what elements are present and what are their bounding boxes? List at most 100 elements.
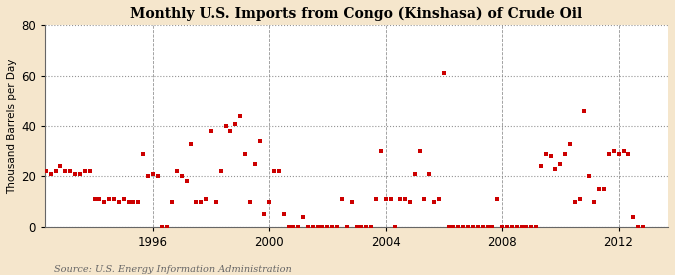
Point xyxy=(40,169,51,174)
Point xyxy=(502,225,512,229)
Point xyxy=(220,124,231,128)
Point xyxy=(240,152,250,156)
Point xyxy=(176,174,187,178)
Point xyxy=(599,187,610,191)
Point xyxy=(269,169,279,174)
Point xyxy=(249,162,260,166)
Point xyxy=(342,225,352,229)
Point xyxy=(94,197,105,201)
Point xyxy=(555,162,566,166)
Point xyxy=(133,199,144,204)
Point xyxy=(99,199,109,204)
Point xyxy=(264,199,275,204)
Point xyxy=(273,169,284,174)
Point xyxy=(360,225,371,229)
Point xyxy=(278,212,289,216)
Point xyxy=(458,225,468,229)
Point xyxy=(628,214,639,219)
Point xyxy=(487,225,498,229)
Point xyxy=(235,114,246,118)
Point xyxy=(118,197,129,201)
Point xyxy=(162,225,173,229)
Point xyxy=(84,169,95,174)
Point xyxy=(254,139,265,143)
Point xyxy=(535,164,546,169)
Point xyxy=(419,197,430,201)
Point xyxy=(322,225,333,229)
Point xyxy=(468,225,479,229)
Point xyxy=(462,225,473,229)
Point xyxy=(448,225,459,229)
Point xyxy=(182,179,192,184)
Point xyxy=(545,154,556,158)
Point xyxy=(89,197,100,201)
Point xyxy=(506,225,517,229)
Point xyxy=(80,169,90,174)
Point xyxy=(371,197,381,201)
Point xyxy=(60,169,71,174)
Point xyxy=(570,199,580,204)
Point xyxy=(414,149,425,153)
Point xyxy=(142,174,153,178)
Point xyxy=(215,169,226,174)
Point xyxy=(579,109,590,113)
Point xyxy=(200,197,211,201)
Point xyxy=(472,225,483,229)
Text: Source: U.S. Energy Information Administration: Source: U.S. Energy Information Administ… xyxy=(54,265,292,274)
Point xyxy=(327,225,338,229)
Point xyxy=(351,225,362,229)
Point xyxy=(453,225,464,229)
Point xyxy=(225,129,236,133)
Point xyxy=(366,225,377,229)
Point xyxy=(109,197,119,201)
Point xyxy=(521,225,532,229)
Point xyxy=(375,149,386,153)
Point xyxy=(337,197,348,201)
Point xyxy=(409,172,420,176)
Point xyxy=(356,225,367,229)
Point xyxy=(404,199,415,204)
Point xyxy=(308,225,319,229)
Point xyxy=(244,199,255,204)
Point xyxy=(51,169,61,174)
Point xyxy=(186,141,197,146)
Point xyxy=(128,199,138,204)
Point xyxy=(623,152,634,156)
Point xyxy=(497,225,508,229)
Point xyxy=(313,225,323,229)
Point xyxy=(167,199,178,204)
Point xyxy=(123,199,134,204)
Point xyxy=(589,199,600,204)
Point xyxy=(632,225,643,229)
Point xyxy=(147,172,158,176)
Point xyxy=(531,225,541,229)
Point xyxy=(477,225,488,229)
Point xyxy=(443,225,454,229)
Point xyxy=(55,164,66,169)
Point xyxy=(618,149,629,153)
Point xyxy=(429,199,439,204)
Point xyxy=(104,197,115,201)
Point xyxy=(211,199,221,204)
Point xyxy=(331,225,342,229)
Point xyxy=(36,167,47,171)
Point xyxy=(230,121,240,126)
Point xyxy=(302,225,313,229)
Point xyxy=(288,225,299,229)
Point xyxy=(171,169,182,174)
Point xyxy=(153,174,163,178)
Point xyxy=(584,174,595,178)
Point xyxy=(541,152,551,156)
Point xyxy=(593,187,604,191)
Point xyxy=(206,129,217,133)
Point xyxy=(65,169,76,174)
Point xyxy=(395,197,406,201)
Point xyxy=(196,199,207,204)
Point xyxy=(637,225,648,229)
Point xyxy=(613,152,624,156)
Point xyxy=(390,225,401,229)
Point xyxy=(492,197,503,201)
Point xyxy=(113,199,124,204)
Point xyxy=(603,152,614,156)
Point xyxy=(259,212,269,216)
